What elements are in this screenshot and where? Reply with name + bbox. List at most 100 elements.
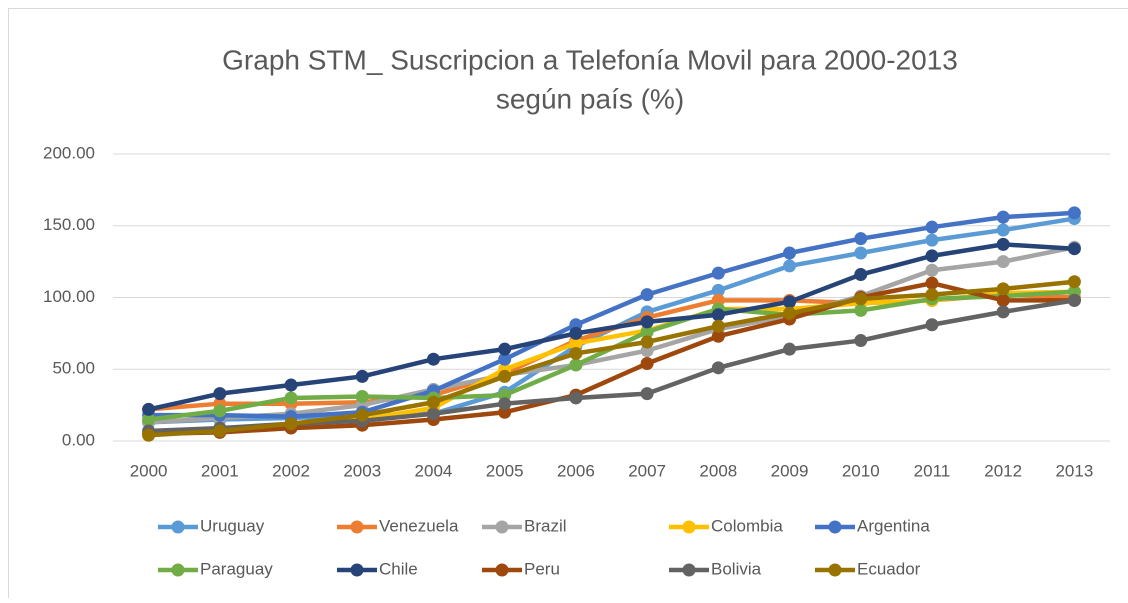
x-tick-label: 2012 [984,461,1022,480]
legend-marker [351,521,364,534]
data-point [712,361,725,374]
x-tick-label: 2011 [914,461,951,480]
data-point [925,277,938,290]
legend-marker [172,564,185,577]
data-point [997,294,1010,307]
data-point [783,259,796,272]
data-point [213,404,226,417]
data-point [213,387,226,400]
data-point [712,267,725,280]
data-point [997,211,1010,224]
data-point [427,396,440,409]
x-tick-label: 2005 [486,461,524,480]
data-point [783,307,796,320]
data-point [285,391,298,404]
data-point [1068,206,1081,219]
data-point [925,249,938,262]
legend-marker [829,564,842,577]
data-point [641,315,654,328]
data-point [854,232,867,245]
legend-label: Argentina [857,516,930,535]
legend-marker [172,521,185,534]
data-point [854,304,867,317]
data-point [641,357,654,370]
y-tick-label: 50.00 [52,359,95,378]
data-point [641,288,654,301]
data-point [498,370,511,383]
legend-label: Venezuela [379,516,459,535]
data-point [285,379,298,392]
y-tick-label: 0.00 [62,430,95,449]
x-tick-label: 2008 [699,461,737,480]
data-point [854,292,867,305]
x-tick-label: 2002 [272,461,310,480]
legend-marker [683,521,696,534]
data-point [925,234,938,247]
legend-marker [829,521,842,534]
data-point [712,308,725,321]
y-tick-label: 100.00 [43,287,95,306]
x-tick-label: 2000 [130,461,168,480]
legend-label: Peru [524,559,560,578]
x-tick-label: 2009 [771,461,809,480]
data-point [712,320,725,333]
data-point [213,424,226,437]
chart-title: según país (%) [496,83,684,114]
data-point [427,353,440,366]
data-point [997,305,1010,318]
data-point [783,247,796,260]
data-point [356,390,369,403]
data-point [569,391,582,404]
legend-label: Ecuador [857,559,921,578]
data-point [997,282,1010,295]
data-point [997,255,1010,268]
x-tick-label: 2013 [1055,461,1093,480]
x-tick-label: 2007 [628,461,666,480]
y-tick-label: 150.00 [43,215,95,234]
data-point [925,288,938,301]
data-point [997,224,1010,237]
data-point [427,407,440,420]
x-tick-label: 2003 [343,461,381,480]
legend-marker [683,564,696,577]
data-point [641,387,654,400]
y-tick-label: 200.00 [43,143,95,162]
data-point [569,358,582,371]
data-point [783,343,796,356]
data-point [142,403,155,416]
data-point [569,327,582,340]
legend-marker [496,521,509,534]
data-point [1068,275,1081,288]
data-point [498,343,511,356]
data-point [1068,242,1081,255]
data-point [356,370,369,383]
data-point [1068,294,1081,307]
legend-label: Colombia [711,516,783,535]
x-tick-label: 2010 [842,461,880,480]
legend-label: Chile [379,559,418,578]
legend-label: Brazil [524,516,567,535]
data-point [925,318,938,331]
chart-title: Graph STM_ Suscripcion a Telefonía Movil… [222,44,958,75]
data-point [285,417,298,430]
legend-label: Paraguay [200,559,273,578]
legend-marker [496,564,509,577]
data-point [569,347,582,360]
data-point [498,397,511,410]
legend-marker [351,564,364,577]
data-point [356,409,369,422]
legend-label: Uruguay [200,516,265,535]
data-point [925,221,938,234]
legend-label: Bolivia [711,559,762,578]
data-point [854,247,867,260]
data-point [142,429,155,442]
data-point [641,335,654,348]
data-point [854,268,867,281]
data-point [854,334,867,347]
data-point [783,295,796,308]
data-point [997,238,1010,251]
data-point [925,264,938,277]
x-tick-label: 2001 [201,461,239,480]
x-tick-label: 2004 [415,461,453,480]
